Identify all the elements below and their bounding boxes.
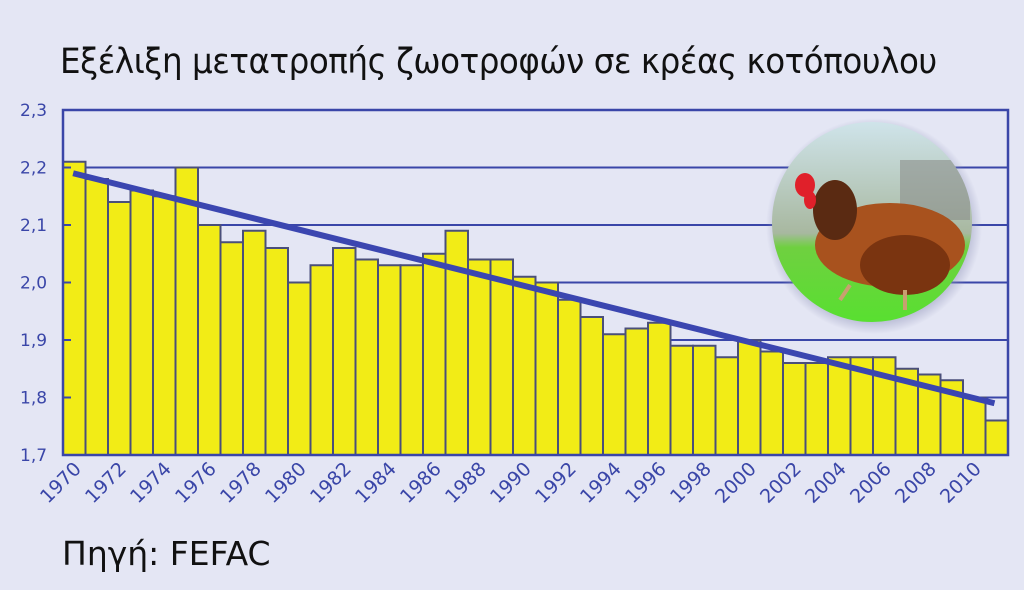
y-tick-label: 2,1 — [20, 216, 47, 236]
x-axis: 1970197219741976197819801982198419861988… — [36, 458, 986, 508]
bar-1988 — [467, 258, 492, 456]
bar-1986 — [422, 252, 447, 456]
bar-1982 — [332, 247, 357, 456]
bars — [62, 160, 1009, 456]
x-tick-label: 1972 — [81, 458, 131, 508]
bar-1981 — [309, 264, 334, 456]
bar-1985 — [399, 264, 424, 456]
y-axis: 1,7 1,8 1,9 2,0 2,1 2,2 2,3 — [20, 101, 71, 466]
x-tick-label: 1978 — [216, 458, 266, 508]
x-tick-label: 1982 — [306, 458, 356, 508]
bar-1993 — [579, 316, 604, 456]
bar-2001 — [759, 350, 784, 456]
trend-line — [72, 170, 996, 407]
bar-1979 — [264, 247, 289, 456]
bar-2010 — [962, 396, 987, 456]
y-tick-label: 2,0 — [20, 274, 47, 294]
y-tick-label: 2,3 — [20, 101, 47, 121]
bar-1975 — [174, 166, 199, 456]
bar-1989 — [489, 258, 514, 456]
bar-1994 — [602, 333, 627, 456]
bar-1973 — [129, 189, 154, 456]
bar-1972 — [107, 201, 132, 456]
x-tick-label: 1984 — [351, 458, 401, 508]
x-tick-label: 1990 — [486, 458, 536, 508]
hen-photo — [766, 118, 982, 334]
bar-1991 — [534, 281, 559, 456]
bar-1999 — [714, 356, 739, 456]
bar-1974 — [152, 195, 177, 456]
chart-title: Εξέλιξη μετατροπής ζωοτροφών σε κρέας κο… — [60, 42, 937, 82]
x-tick-label: 1986 — [396, 458, 446, 508]
source-label: Πηγή: FEFAC — [62, 534, 271, 573]
bar-1971 — [84, 178, 109, 456]
bar-1990 — [512, 275, 537, 456]
bar-2011 — [984, 419, 1009, 456]
x-tick-label: 2006 — [846, 458, 896, 508]
bar-1996 — [647, 321, 672, 456]
y-tick-label: 1,9 — [20, 331, 47, 351]
bar-2004 — [827, 356, 852, 456]
bar-1995 — [624, 327, 649, 456]
bar-1976 — [197, 224, 222, 456]
x-tick-label: 1974 — [126, 458, 176, 508]
bar-1983 — [354, 258, 379, 456]
x-tick-label: 1988 — [441, 458, 491, 508]
bar-1978 — [242, 229, 267, 456]
x-tick-label: 2008 — [891, 458, 941, 508]
y-tick-label: 2,2 — [20, 159, 47, 179]
x-tick-label: 1980 — [261, 458, 311, 508]
y-tick-label: 1,8 — [20, 389, 47, 409]
x-tick-label: 2000 — [711, 458, 761, 508]
bar-2000 — [737, 339, 762, 456]
bar-1998 — [692, 344, 717, 456]
bar-1984 — [377, 264, 402, 456]
x-tick-label: 1996 — [621, 458, 671, 508]
x-tick-label: 1998 — [666, 458, 716, 508]
bar-1997 — [669, 344, 694, 456]
bar-1980 — [287, 281, 312, 456]
x-tick-label: 1976 — [171, 458, 221, 508]
x-tick-label: 2004 — [801, 458, 851, 508]
y-tick-label: 1,7 — [20, 446, 47, 466]
bar-2003 — [804, 362, 829, 456]
x-tick-label: 2002 — [756, 458, 806, 508]
x-tick-label: 1994 — [576, 458, 626, 508]
x-tick-label: 1992 — [531, 458, 581, 508]
bar-1992 — [557, 298, 582, 456]
trend-line — [72, 170, 996, 407]
bar-1970 — [62, 160, 87, 456]
bar-1977 — [219, 241, 244, 456]
x-tick-label: 2010 — [936, 458, 986, 508]
bar-2002 — [782, 362, 807, 456]
